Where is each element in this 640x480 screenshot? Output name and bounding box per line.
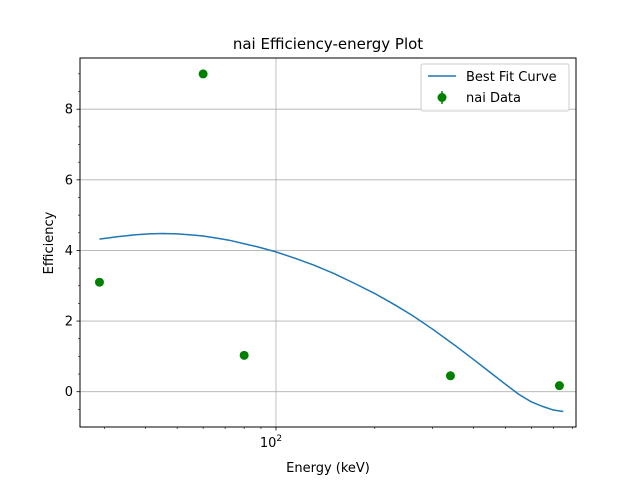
y-tick-label: 6 <box>65 173 73 188</box>
data-point <box>554 381 564 391</box>
x-axis-title: Energy (keV) <box>286 461 370 476</box>
chart-title: nai Efficiency-energy Plot <box>233 35 423 53</box>
data-point <box>94 277 104 287</box>
y-tick-label: 8 <box>65 103 73 118</box>
data-point <box>239 350 249 360</box>
y-tick-label: 4 <box>65 244 73 259</box>
legend-box <box>420 63 570 112</box>
x-tick-label-exponent: 2 <box>276 434 282 444</box>
data-point <box>445 371 455 381</box>
y-tick-label: 2 <box>65 315 73 330</box>
y-axis-title: Efficiency <box>42 211 57 274</box>
y-tick-label: 0 <box>65 385 73 400</box>
best-fit-curve-line <box>99 232 564 413</box>
legend-label-data: nai Data <box>466 91 521 106</box>
plot-area <box>80 58 576 427</box>
legend-marker-swatch <box>437 93 447 102</box>
series-layer <box>94 69 564 413</box>
data-point <box>198 69 208 79</box>
plot-frame <box>79 57 577 428</box>
x-tick-label: 102 <box>260 434 282 451</box>
legend: Best Fit Curve nai Data <box>420 63 570 112</box>
grid <box>80 58 576 427</box>
x-tick-label-base: 10 <box>260 436 277 451</box>
legend-label-fit: Best Fit Curve <box>466 70 557 85</box>
